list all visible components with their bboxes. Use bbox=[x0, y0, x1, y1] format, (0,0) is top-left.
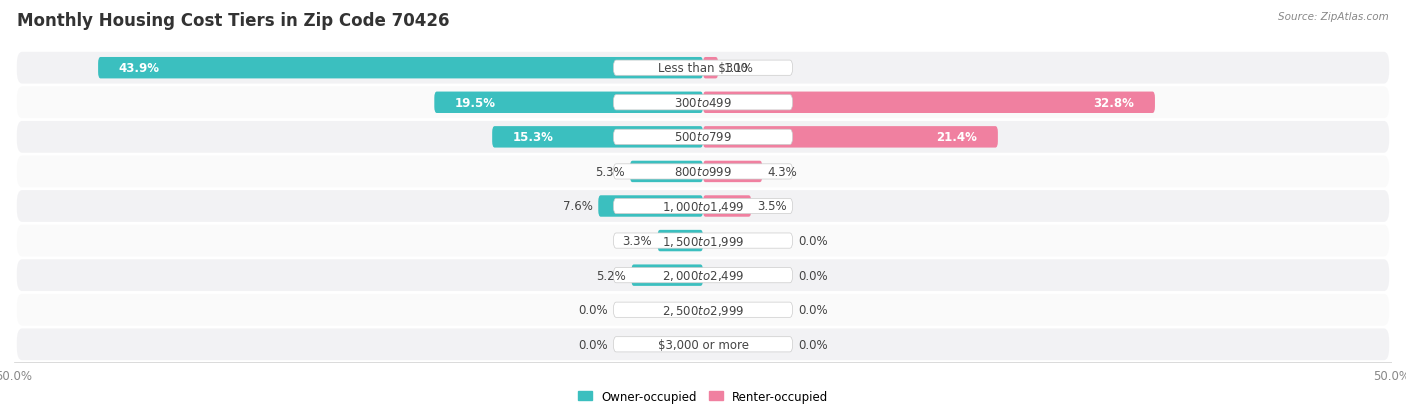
Text: 3.3%: 3.3% bbox=[623, 235, 652, 247]
FancyBboxPatch shape bbox=[613, 233, 793, 249]
FancyBboxPatch shape bbox=[17, 122, 1389, 153]
Text: 0.0%: 0.0% bbox=[799, 269, 828, 282]
Text: 0.0%: 0.0% bbox=[578, 304, 607, 316]
FancyBboxPatch shape bbox=[17, 87, 1389, 119]
FancyBboxPatch shape bbox=[599, 196, 703, 217]
FancyBboxPatch shape bbox=[703, 161, 762, 183]
FancyBboxPatch shape bbox=[613, 61, 793, 76]
FancyBboxPatch shape bbox=[703, 58, 718, 79]
FancyBboxPatch shape bbox=[17, 260, 1389, 291]
FancyBboxPatch shape bbox=[17, 329, 1389, 360]
Text: 0.0%: 0.0% bbox=[799, 338, 828, 351]
FancyBboxPatch shape bbox=[613, 268, 793, 283]
FancyBboxPatch shape bbox=[703, 196, 751, 217]
Text: 21.4%: 21.4% bbox=[936, 131, 977, 144]
FancyBboxPatch shape bbox=[17, 191, 1389, 222]
Text: 15.3%: 15.3% bbox=[513, 131, 554, 144]
Text: 3.5%: 3.5% bbox=[756, 200, 786, 213]
FancyBboxPatch shape bbox=[613, 164, 793, 180]
Text: 7.6%: 7.6% bbox=[562, 200, 593, 213]
FancyBboxPatch shape bbox=[17, 294, 1389, 326]
Text: 1.1%: 1.1% bbox=[724, 62, 754, 75]
Text: Source: ZipAtlas.com: Source: ZipAtlas.com bbox=[1278, 12, 1389, 22]
FancyBboxPatch shape bbox=[434, 93, 703, 114]
Text: $300 to $499: $300 to $499 bbox=[673, 97, 733, 109]
FancyBboxPatch shape bbox=[98, 58, 703, 79]
Text: $500 to $799: $500 to $799 bbox=[673, 131, 733, 144]
FancyBboxPatch shape bbox=[631, 265, 703, 286]
Text: 32.8%: 32.8% bbox=[1094, 97, 1135, 109]
FancyBboxPatch shape bbox=[658, 230, 703, 252]
Text: 19.5%: 19.5% bbox=[456, 97, 496, 109]
Text: $3,000 or more: $3,000 or more bbox=[658, 338, 748, 351]
Text: 0.0%: 0.0% bbox=[799, 235, 828, 247]
Text: 43.9%: 43.9% bbox=[118, 62, 160, 75]
Text: 4.3%: 4.3% bbox=[768, 166, 797, 178]
FancyBboxPatch shape bbox=[492, 127, 703, 148]
Text: $2,000 to $2,499: $2,000 to $2,499 bbox=[662, 268, 744, 282]
Text: $800 to $999: $800 to $999 bbox=[673, 166, 733, 178]
FancyBboxPatch shape bbox=[17, 156, 1389, 188]
FancyBboxPatch shape bbox=[613, 95, 793, 111]
Text: $1,000 to $1,499: $1,000 to $1,499 bbox=[662, 199, 744, 214]
FancyBboxPatch shape bbox=[613, 337, 793, 352]
Text: 5.2%: 5.2% bbox=[596, 269, 626, 282]
Text: Less than $300: Less than $300 bbox=[658, 62, 748, 75]
FancyBboxPatch shape bbox=[17, 225, 1389, 257]
Text: $1,500 to $1,999: $1,500 to $1,999 bbox=[662, 234, 744, 248]
FancyBboxPatch shape bbox=[630, 161, 703, 183]
Legend: Owner-occupied, Renter-occupied: Owner-occupied, Renter-occupied bbox=[572, 385, 834, 408]
Text: $2,500 to $2,999: $2,500 to $2,999 bbox=[662, 303, 744, 317]
Text: 5.3%: 5.3% bbox=[595, 166, 624, 178]
FancyBboxPatch shape bbox=[703, 127, 998, 148]
FancyBboxPatch shape bbox=[613, 130, 793, 145]
Text: 0.0%: 0.0% bbox=[578, 338, 607, 351]
FancyBboxPatch shape bbox=[703, 93, 1154, 114]
FancyBboxPatch shape bbox=[613, 302, 793, 318]
Text: Monthly Housing Cost Tiers in Zip Code 70426: Monthly Housing Cost Tiers in Zip Code 7… bbox=[17, 12, 450, 30]
FancyBboxPatch shape bbox=[613, 199, 793, 214]
Text: 0.0%: 0.0% bbox=[799, 304, 828, 316]
FancyBboxPatch shape bbox=[17, 53, 1389, 84]
